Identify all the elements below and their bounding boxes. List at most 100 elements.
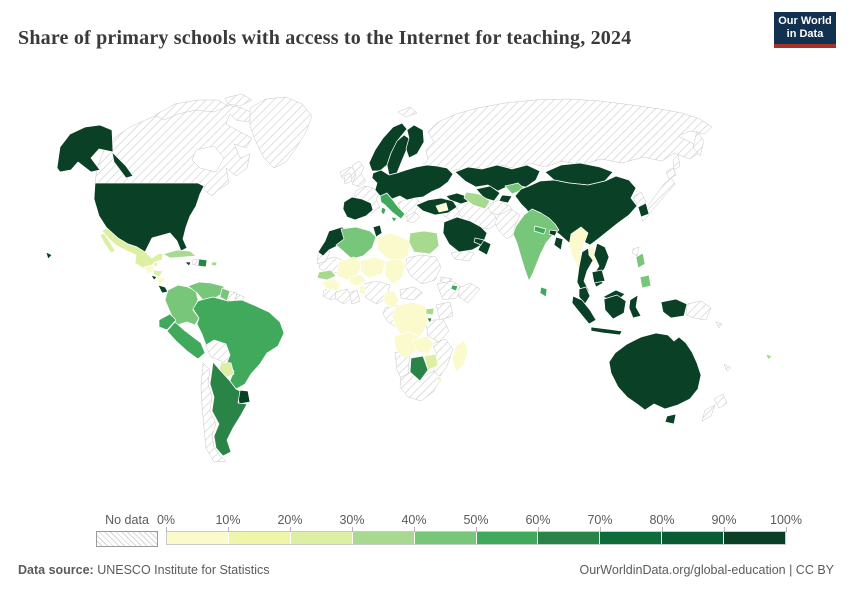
legend-no-data-swatch[interactable] <box>96 531 158 547</box>
country-eswatini[interactable] <box>435 375 442 383</box>
country-cambodia[interactable] <box>591 269 606 284</box>
legend-band-60-70%[interactable] <box>538 532 601 544</box>
legend-band-20-30%[interactable] <box>290 532 353 544</box>
country-spain-portugal[interactable] <box>342 196 374 221</box>
country-benin-togo[interactable] <box>358 284 367 296</box>
country-tunisia[interactable] <box>372 224 383 238</box>
country-russia-sakhalin[interactable] <box>672 154 681 171</box>
country-italy-sardinia[interactable] <box>380 206 387 216</box>
country-india[interactable] <box>512 208 560 282</box>
country-tasmania[interactable] <box>664 413 677 425</box>
country-alaska[interactable] <box>56 124 114 173</box>
country-hawaii[interactable] <box>45 251 53 260</box>
country-afghanistan[interactable] <box>486 199 513 216</box>
country-philippines-mindanao[interactable] <box>639 274 652 289</box>
country-senegal[interactable] <box>316 269 337 281</box>
country-guinea[interactable] <box>321 278 342 292</box>
country-indonesia-kalimantan[interactable] <box>603 294 627 320</box>
country-costa-rica[interactable] <box>157 284 169 294</box>
country-indonesia-papua[interactable] <box>660 298 688 319</box>
country-kenya[interactable] <box>435 301 454 321</box>
country-bangladesh[interactable] <box>553 236 564 251</box>
country-png[interactable] <box>685 300 712 321</box>
country-nz-south[interactable] <box>701 404 716 422</box>
legend-band-70-80%[interactable] <box>600 532 663 544</box>
country-nz-north[interactable] <box>713 393 728 409</box>
country-djibouti[interactable] <box>450 284 459 292</box>
country-ghana[interactable] <box>348 289 361 305</box>
country-uk[interactable] <box>351 160 367 188</box>
country-central-europe[interactable] <box>371 164 454 201</box>
country-indonesia-sumatra[interactable] <box>571 295 597 325</box>
country-fiji[interactable] <box>765 353 773 361</box>
country-el-salvador[interactable] <box>150 274 158 281</box>
country-solomon[interactable] <box>715 321 723 329</box>
country-usa[interactable] <box>93 182 205 253</box>
country-syria[interactable] <box>435 202 449 213</box>
country-puerto-rico[interactable] <box>210 261 218 267</box>
country-somalia[interactable] <box>458 282 481 304</box>
legend-band-50-60%[interactable] <box>476 532 539 544</box>
owid-logo[interactable]: Our World in Data <box>774 12 836 48</box>
legend-band-80-90%[interactable] <box>662 532 725 544</box>
country-canada[interactable] <box>94 103 255 197</box>
country-tajikistan[interactable] <box>498 194 513 204</box>
country-cuba[interactable] <box>162 249 197 259</box>
country-canada-arctic-2[interactable] <box>224 93 253 107</box>
country-australia[interactable] <box>608 332 702 411</box>
country-mali[interactable] <box>336 256 364 281</box>
legend-band-40-50%[interactable] <box>414 532 477 544</box>
legend-band-30-40%[interactable] <box>352 532 415 544</box>
country-angola[interactable] <box>393 331 421 359</box>
country-burkina-faso[interactable] <box>348 273 367 287</box>
country-north-korea[interactable] <box>632 191 647 208</box>
country-belize[interactable] <box>153 261 158 268</box>
country-svalbard[interactable] <box>397 106 418 118</box>
country-egypt[interactable] <box>408 230 440 255</box>
country-finland[interactable] <box>405 124 425 159</box>
country-italy-sicily[interactable] <box>390 216 398 223</box>
country-tanzania[interactable] <box>425 318 450 343</box>
country-russia-kamchatka[interactable] <box>692 130 705 157</box>
country-sri-lanka[interactable] <box>539 286 548 298</box>
country-botswana[interactable] <box>409 355 429 382</box>
country-turkmenistan[interactable] <box>463 191 491 210</box>
country-philippines-luzon[interactable] <box>635 252 646 269</box>
country-jamaica[interactable] <box>184 261 192 267</box>
country-argentina[interactable] <box>209 361 248 457</box>
country-niger[interactable] <box>359 256 387 279</box>
country-rwanda[interactable] <box>426 317 433 324</box>
country-bhutan[interactable] <box>548 229 558 237</box>
country-new-caledonia[interactable] <box>723 363 732 372</box>
country-mexico-baja[interactable] <box>99 232 116 254</box>
country-nicaragua[interactable] <box>156 276 166 286</box>
license-text[interactable]: OurWorldinData.org/global-education | CC… <box>579 563 834 577</box>
country-libya[interactable] <box>376 232 411 263</box>
country-indonesia-java[interactable] <box>590 326 623 336</box>
country-taiwan[interactable] <box>631 246 640 257</box>
country-south-korea[interactable] <box>637 202 650 218</box>
country-sudan[interactable] <box>404 254 442 285</box>
legend-band-10-20%[interactable] <box>228 532 291 544</box>
country-russia[interactable] <box>419 98 713 176</box>
country-chile[interactable] <box>200 362 227 463</box>
country-cote-divoire[interactable] <box>334 288 353 305</box>
country-nepal[interactable] <box>533 225 547 235</box>
country-greece[interactable] <box>406 211 421 224</box>
country-canada-arctic-1[interactable] <box>154 99 229 121</box>
country-mexico[interactable] <box>101 227 164 269</box>
country-cameroon[interactable] <box>383 289 400 310</box>
country-chad[interactable] <box>384 258 407 285</box>
country-car[interactable] <box>399 286 424 301</box>
country-ireland[interactable] <box>343 172 353 185</box>
country-zambia[interactable] <box>411 335 435 355</box>
country-dominican-republic[interactable] <box>197 258 208 268</box>
legend-band-90-100%[interactable] <box>724 532 786 544</box>
country-japan-hokkaido[interactable] <box>665 167 677 180</box>
country-dr-congo[interactable] <box>391 301 430 342</box>
country-alaska-panhandle[interactable] <box>111 151 134 179</box>
country-peru[interactable] <box>166 321 206 360</box>
country-algeria[interactable] <box>335 226 377 260</box>
country-greenland[interactable] <box>249 96 313 169</box>
country-madagascar[interactable] <box>451 340 469 373</box>
